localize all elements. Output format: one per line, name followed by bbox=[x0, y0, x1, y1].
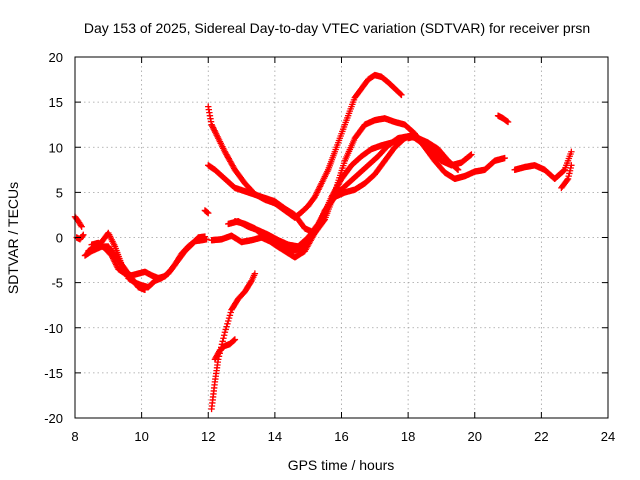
data-point bbox=[225, 314, 233, 322]
data-series bbox=[201, 207, 212, 217]
data-point bbox=[398, 91, 405, 99]
data-point bbox=[454, 166, 462, 174]
x-tick-label: 12 bbox=[201, 429, 215, 444]
data-point bbox=[222, 326, 229, 333]
x-tick-label: 22 bbox=[534, 429, 548, 444]
data-point bbox=[219, 338, 226, 345]
data-point bbox=[467, 151, 474, 159]
data-point bbox=[220, 335, 227, 342]
data-point bbox=[438, 153, 445, 160]
data-point bbox=[220, 332, 228, 339]
y-tick-label: 20 bbox=[49, 50, 63, 65]
axis-ticks: 8 10 12 14 16 18 20 22 24 -20 -15 -10 -5 0 5 10 15 20 bbox=[44, 50, 615, 444]
grid bbox=[75, 57, 608, 418]
data-series bbox=[211, 336, 239, 363]
data-point bbox=[223, 323, 230, 330]
x-tick-label: 18 bbox=[401, 429, 415, 444]
data-point bbox=[504, 118, 512, 126]
data-point bbox=[221, 329, 229, 336]
y-tick-label: -15 bbox=[44, 366, 63, 381]
data-series bbox=[511, 148, 575, 183]
data-point bbox=[227, 309, 234, 316]
x-tick-label: 16 bbox=[334, 429, 348, 444]
y-tick-label: 15 bbox=[49, 95, 63, 110]
data-series bbox=[85, 229, 210, 291]
data-point bbox=[251, 270, 259, 277]
data-point bbox=[78, 223, 85, 230]
data-point bbox=[397, 90, 404, 98]
data-series bbox=[205, 71, 405, 221]
data-point bbox=[224, 320, 231, 328]
x-axis-label: GPS time / hours bbox=[288, 457, 395, 473]
data-series bbox=[81, 243, 149, 294]
data-point bbox=[205, 209, 212, 217]
x-tick-label: 8 bbox=[71, 429, 78, 444]
data-series bbox=[558, 162, 575, 192]
data-point bbox=[454, 165, 461, 173]
data-point bbox=[501, 154, 508, 162]
chart-title: Day 153 of 2025, Sidereal Day-to-day VTE… bbox=[84, 20, 590, 36]
data-point bbox=[231, 336, 239, 343]
y-tick-label: 5 bbox=[56, 185, 63, 200]
data-point bbox=[204, 209, 211, 216]
y-tick-label: -10 bbox=[44, 321, 63, 336]
x-tick-label: 14 bbox=[268, 429, 282, 444]
y-tick-label: -5 bbox=[51, 276, 63, 291]
data-point bbox=[201, 233, 209, 240]
data-marks bbox=[71, 71, 575, 413]
data-point bbox=[79, 232, 86, 240]
data-point bbox=[437, 152, 444, 159]
data-series bbox=[88, 233, 209, 282]
data-series bbox=[225, 133, 462, 250]
data-point bbox=[563, 176, 571, 184]
data-point bbox=[226, 312, 234, 319]
y-axis-label: SDTVAR / TECUs bbox=[5, 182, 21, 294]
data-point bbox=[568, 148, 575, 155]
data-series bbox=[494, 112, 512, 126]
data-series bbox=[71, 213, 85, 230]
y-tick-label: 0 bbox=[56, 231, 63, 246]
data-point bbox=[80, 231, 87, 238]
data-point bbox=[225, 317, 232, 325]
data-point bbox=[141, 286, 149, 294]
y-tick-label: -20 bbox=[44, 411, 63, 426]
x-tick-label: 20 bbox=[468, 429, 482, 444]
data-point bbox=[77, 222, 85, 229]
data-series bbox=[404, 133, 445, 160]
x-tick-label: 10 bbox=[134, 429, 148, 444]
y-tick-label: 10 bbox=[49, 140, 63, 155]
data-point bbox=[468, 151, 475, 158]
data-point bbox=[568, 162, 575, 169]
x-tick-label: 24 bbox=[601, 429, 615, 444]
